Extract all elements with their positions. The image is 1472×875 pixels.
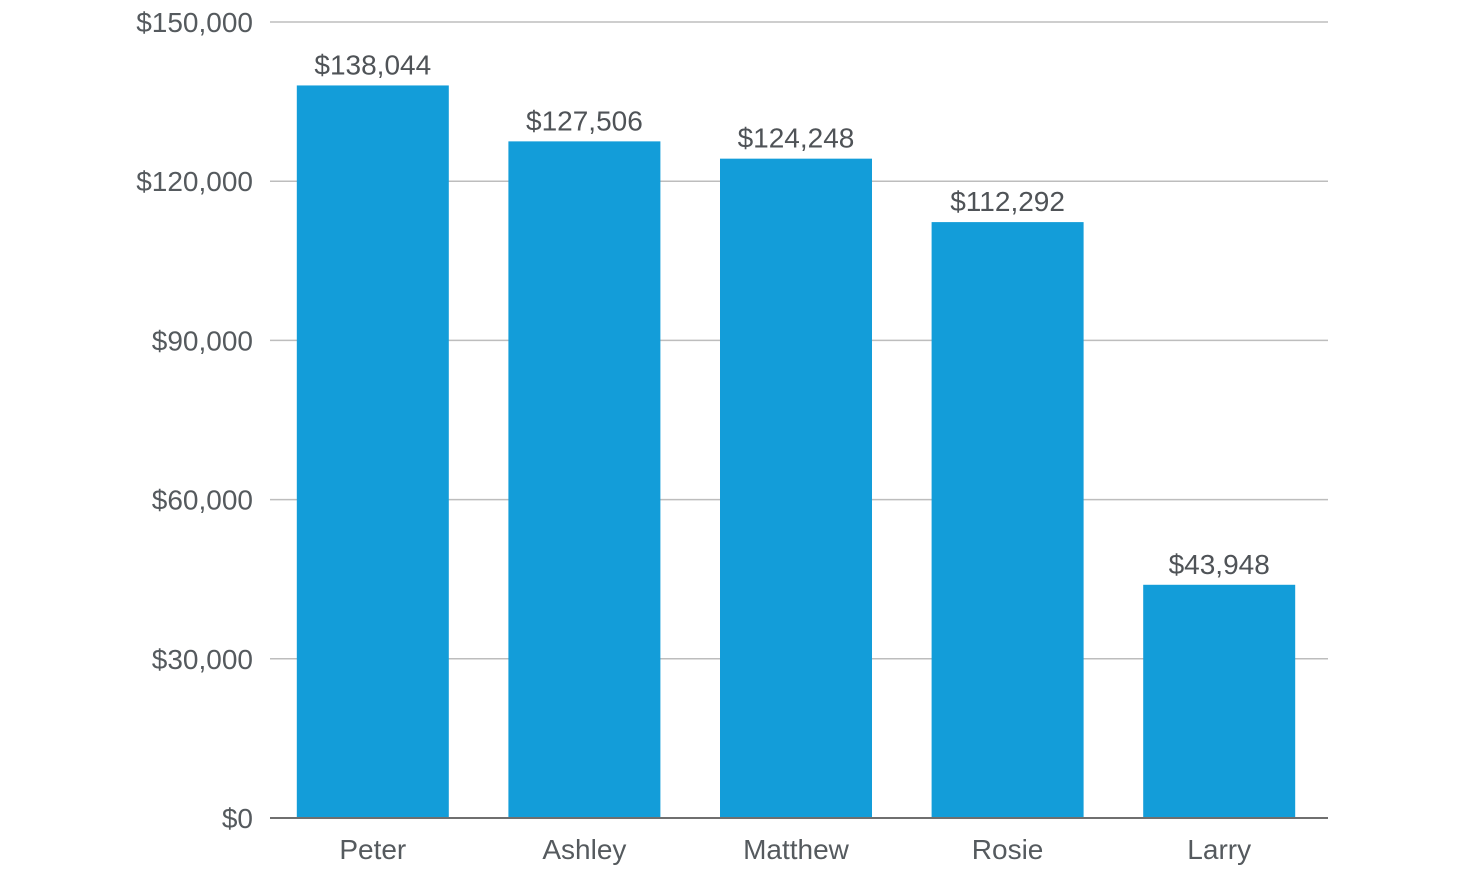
y-tick-label: $0 [222,803,253,834]
x-tick-label: Peter [339,834,406,865]
x-tick-label: Rosie [972,834,1044,865]
bar-rosie [931,222,1084,819]
x-tick-label: Matthew [743,834,850,865]
y-tick-label: $120,000 [136,166,253,197]
x-axis-ticks: Peter Ashley Matthew Rosie Larry [339,834,1251,865]
y-tick-label: $90,000 [152,325,253,356]
y-tick-label: $30,000 [152,644,253,675]
data-labels: $138,044 $127,506 $124,248 $112,292 $43,948 [314,49,1269,579]
y-tick-label: $60,000 [152,485,253,516]
y-tick-label: $150,000 [136,7,253,38]
bar-larry [1143,584,1296,818]
x-tick-label: Ashley [542,834,626,865]
bar-ashley [508,141,661,818]
x-tick-label: Larry [1187,834,1251,865]
data-label: $43,948 [1169,549,1270,580]
y-axis-ticks: $0 $30,000 $60,000 $90,000 $120,000 $150,000 [136,7,253,834]
bar-peter [296,85,449,818]
bar-matthew [720,158,872,818]
data-label: $138,044 [314,49,431,80]
bars [296,85,1296,819]
data-label: $112,292 [950,186,1065,217]
data-label: $124,248 [738,123,855,154]
data-label: $127,506 [526,105,643,136]
